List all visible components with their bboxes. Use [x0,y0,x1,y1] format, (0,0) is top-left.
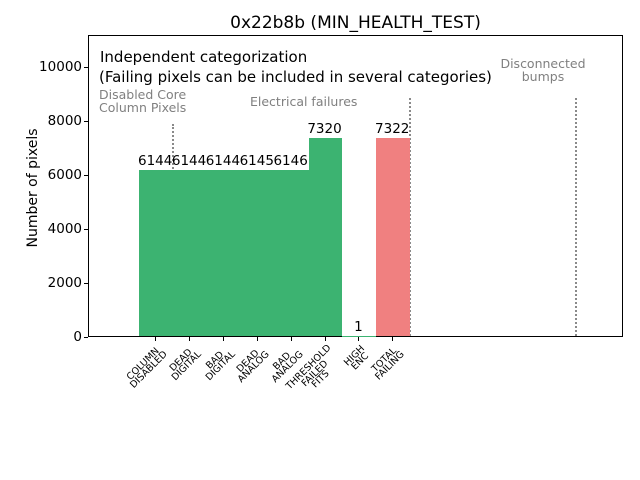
x-tick-mark [358,337,360,341]
separator-line [575,98,578,336]
y-tick-mark [84,336,88,338]
y-tick-mark [84,174,88,176]
y-tick-label: 8000 [47,112,82,129]
bar-dead-analog [241,170,275,336]
bar-value-label: 6144 [138,153,173,170]
y-tick-mark [84,282,88,284]
bar-high-enc [342,335,376,336]
group-label-disconnected-bumps: Disconnected bumps [500,56,586,84]
y-tick-mark [84,228,88,230]
annotation-failing-pixels-note: (Failing pixels can be included in sever… [99,68,492,86]
bar-bad-digital [207,170,241,336]
y-tick-label: 4000 [47,220,82,237]
x-tick-mark [392,337,394,341]
y-tick-label: 0 [73,328,82,345]
x-tick-mark [189,337,191,341]
group-label-electrical-failures: Electrical failures [250,94,358,109]
annotation-independent-categorization: Independent categorization [100,48,308,66]
bar-value-label: 7322 [375,121,410,138]
bar-value-label: 7320 [307,121,342,138]
x-tick-mark [155,337,157,341]
x-tick-mark [290,337,292,341]
bar-total-failing [376,138,410,336]
y-axis-label: Number of pixels [25,128,41,248]
x-tick-label-text: TOTAL FAILING [369,345,407,383]
group-label-disabled-core-column-pixels: Disabled Core Column Pixels [99,87,187,115]
y-tick-mark [84,66,88,68]
bar-dead-digital [173,170,207,336]
bar-column-disabled [139,170,173,336]
chart-title: 0x22b8b (MIN_HEALTH_TEST) [230,13,481,33]
x-tick-mark [222,337,224,341]
y-tick-mark [84,120,88,122]
bar-value-label: 6144 [171,153,207,170]
bar-value-label: 6145 [239,153,274,170]
bar-value-label: 6144 [205,153,241,170]
x-tick-mark [324,337,326,341]
bar-bad-analog [275,170,309,336]
y-tick-label: 2000 [47,274,82,291]
separator-line [409,98,412,336]
y-tick-label: 10000 [39,58,82,75]
bar-threshold-failed-fits [309,138,342,336]
bar-value-label: 6146 [273,153,308,170]
plot-area: Independent categorization (Failing pixe… [88,35,623,337]
y-tick-label: 6000 [47,166,82,183]
x-tick-mark [256,337,258,341]
bar-value-label: 1 [354,318,363,335]
